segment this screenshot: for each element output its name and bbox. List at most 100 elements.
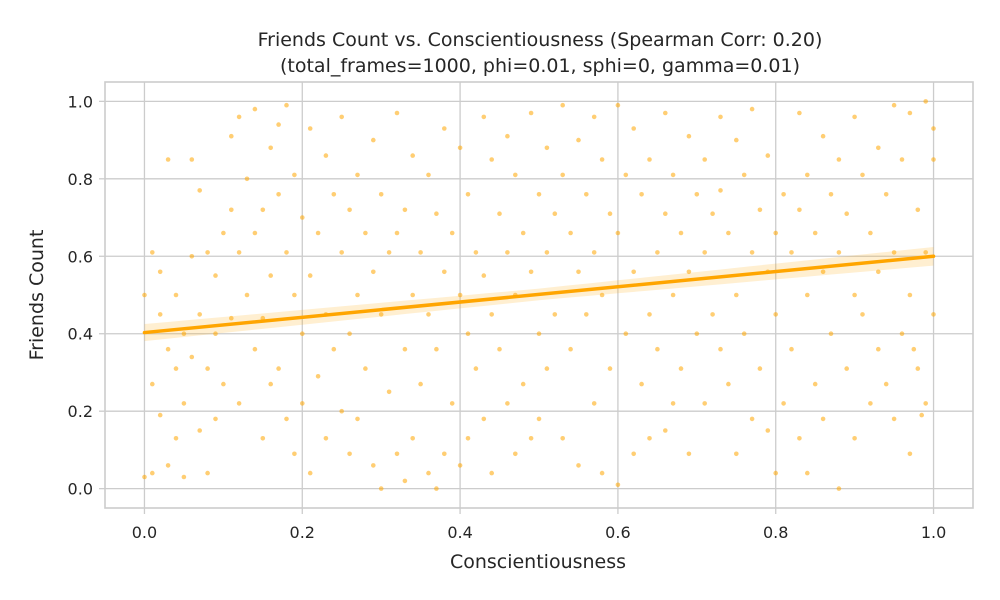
scatter-point [142, 474, 147, 480]
scatter-point [386, 250, 392, 255]
scatter-point [931, 157, 936, 162]
scatter-point [812, 230, 818, 236]
scatter-point [481, 273, 487, 278]
scatter-point [418, 381, 423, 387]
scatter-point [410, 292, 416, 298]
scatter-point [615, 102, 621, 108]
scatter-point [165, 463, 171, 468]
scatter-point [820, 133, 826, 139]
scatter-point [599, 157, 605, 162]
scatter-point [544, 250, 550, 255]
scatter-point [686, 451, 692, 457]
scatter-point [694, 192, 700, 197]
scatter-point [378, 486, 384, 491]
scatter-point [718, 188, 723, 193]
scatter-point [339, 114, 345, 120]
scatter-point [394, 230, 400, 236]
scatter-point [686, 269, 692, 275]
scatter-point [584, 192, 589, 197]
scatter-point [686, 133, 692, 139]
scatter-point [481, 114, 487, 120]
scatter-point [481, 416, 487, 422]
scatter-point [268, 273, 274, 278]
scatter-point [489, 312, 495, 317]
scatter-point [623, 331, 629, 337]
scatter-point [852, 114, 857, 120]
scatter-point [820, 269, 826, 275]
scatter-point [173, 436, 179, 441]
scatter-point [205, 470, 210, 476]
scatter-point [560, 102, 565, 108]
scatter-point [741, 331, 747, 337]
scatter-point [536, 192, 542, 197]
scatter-point [907, 110, 913, 116]
scatter-point [449, 230, 455, 236]
scatter-point [307, 470, 313, 476]
scatter-point [528, 110, 534, 116]
scatter-point [473, 250, 479, 255]
scatter-point [457, 292, 463, 298]
scatter-point [718, 346, 723, 352]
scatter-point [734, 292, 739, 298]
scatter-point [915, 366, 921, 371]
scatter-point [157, 269, 163, 275]
scatter-point [402, 478, 408, 484]
scatter-point [560, 436, 565, 441]
x-axis-label: Conscientiousness [450, 551, 626, 573]
scatter-point [378, 192, 384, 197]
scatter-point [891, 416, 897, 422]
scatter-point [544, 366, 550, 371]
scatter-point [150, 381, 155, 387]
scatter-point [552, 312, 558, 317]
scatter-point [229, 133, 234, 139]
scatter-point [505, 133, 510, 139]
scatter-point [394, 110, 400, 116]
scatter-point [371, 137, 376, 143]
scatter-point [923, 250, 928, 255]
scatter-point [931, 126, 936, 131]
scatter-point [805, 172, 810, 178]
scatter-point [150, 470, 155, 476]
scatter-point [757, 366, 763, 371]
scatter-point [371, 463, 376, 468]
scatter-point [631, 451, 636, 457]
y-tick-label: 0.4 [68, 325, 93, 344]
scatter-point [292, 172, 297, 178]
scatter-point [734, 137, 739, 143]
scatter-point [860, 312, 865, 317]
scatter-point [923, 99, 928, 104]
scatter-point [307, 273, 313, 278]
scatter-point [599, 292, 605, 298]
scatter-point [402, 207, 408, 213]
scatter-point [434, 211, 439, 216]
scatter-point [591, 401, 597, 406]
scatter-point [221, 230, 226, 236]
scatter-point [347, 207, 352, 213]
scatter-point [347, 331, 352, 337]
y-tick-label: 0.6 [68, 247, 93, 266]
scatter-point [883, 192, 889, 197]
scatter-point [844, 366, 849, 371]
y-axis-label: Friends Count [26, 230, 48, 361]
scatter-point [213, 416, 218, 422]
scatter-point [663, 211, 668, 216]
scatter-point [252, 106, 258, 112]
scatter-point [820, 416, 826, 422]
scatter-point [647, 157, 652, 162]
scatter-point [528, 436, 534, 441]
scatter-point [410, 153, 416, 158]
scatter-point [300, 215, 305, 220]
scatter-point [355, 172, 360, 178]
scatter-point [663, 110, 668, 116]
scatter-point [631, 269, 636, 275]
scatter-point [386, 389, 392, 395]
scatter-point [919, 412, 924, 418]
regression-line [142, 254, 936, 335]
scatter-point [647, 436, 652, 441]
scatter-point [615, 230, 621, 236]
scatter-point [860, 172, 865, 178]
scatter-point [536, 416, 542, 422]
scatter-point [678, 366, 684, 371]
scatter-point [757, 207, 763, 213]
